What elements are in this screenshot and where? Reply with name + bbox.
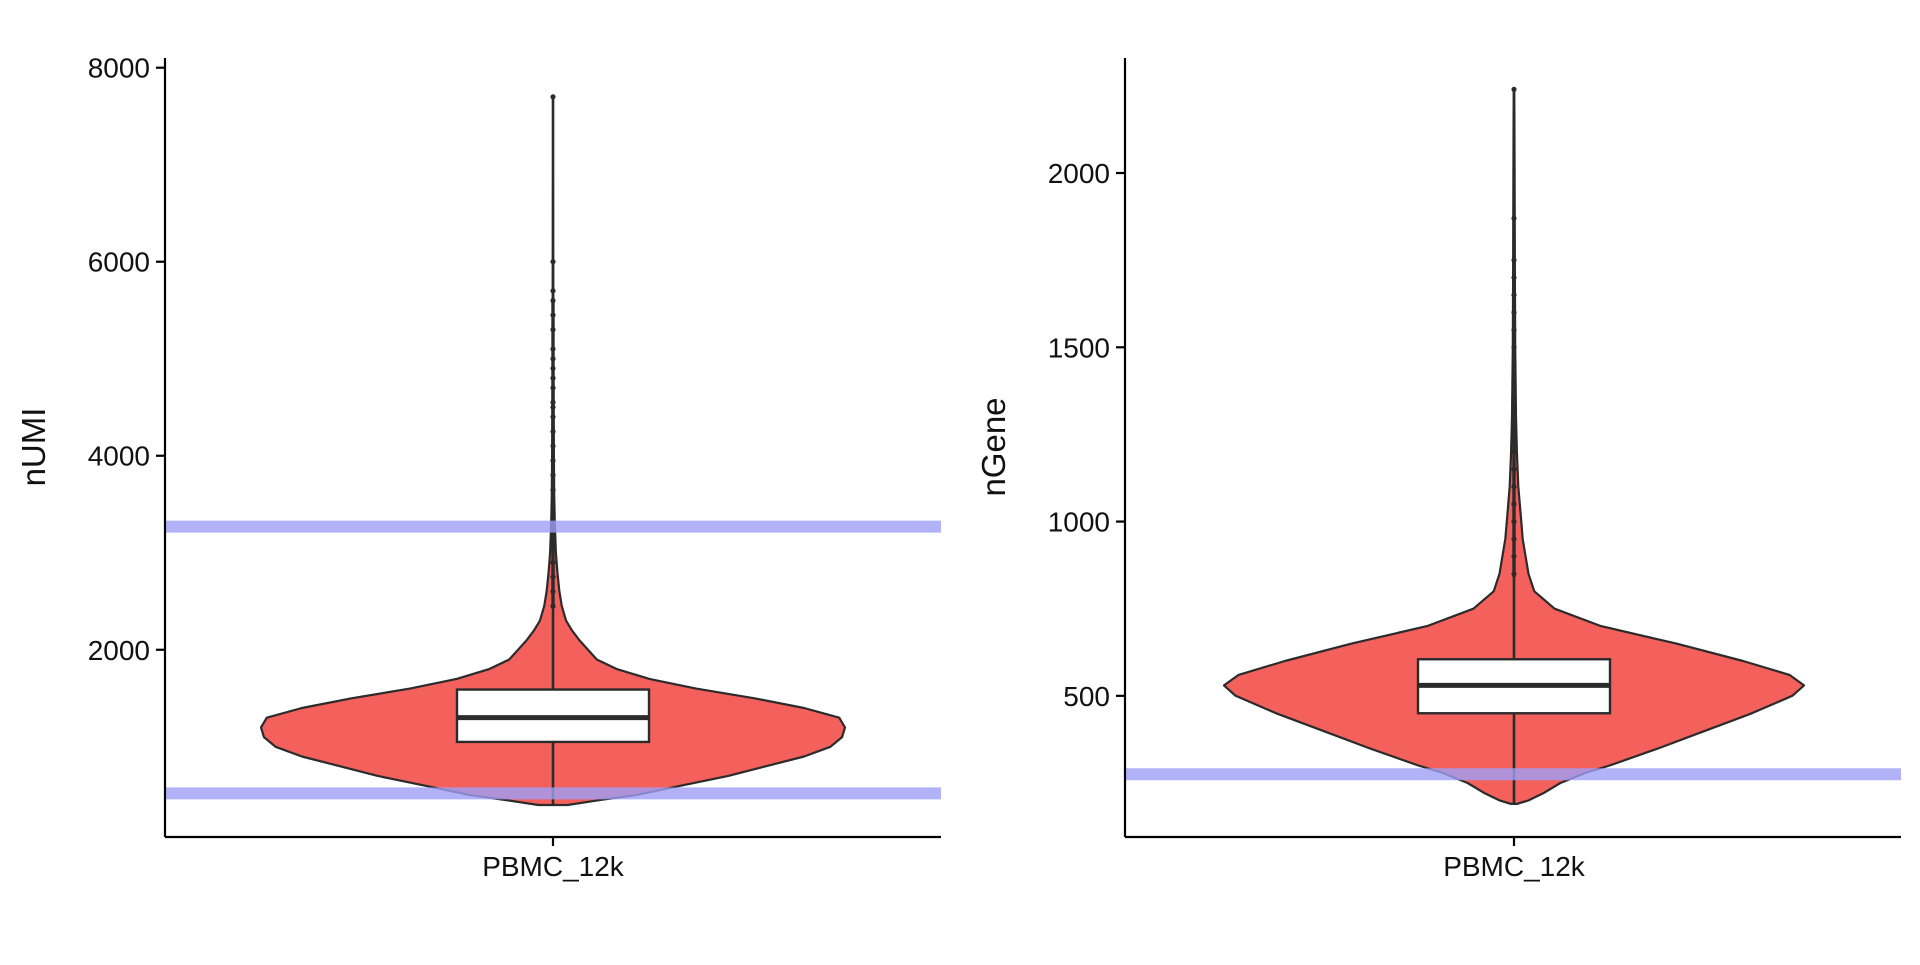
- x-tick-label: PBMC_12k: [482, 851, 625, 882]
- y-tick-label: 8000: [88, 53, 150, 84]
- x-tick-label: PBMC_12k: [1443, 851, 1586, 882]
- outlier-point: [550, 94, 556, 100]
- y-axis-title: nGene: [975, 397, 1012, 496]
- y-tick-label: 500: [1063, 681, 1110, 712]
- y-tick-label: 6000: [88, 247, 150, 278]
- outlier-point: [550, 259, 556, 265]
- outlier-point: [1511, 215, 1517, 221]
- y-tick-label: 1000: [1048, 507, 1110, 538]
- outlier-point: [1511, 86, 1517, 92]
- y-tick-label: 4000: [88, 441, 150, 472]
- outlier-point: [550, 288, 556, 294]
- outlier-point: [1511, 257, 1517, 263]
- y-tick-label: 1500: [1048, 332, 1110, 363]
- y-tick-label: 2000: [1048, 158, 1110, 189]
- panel-numi: 2000 4000 6000 8000 PBMC_12k nUMI: [15, 53, 941, 882]
- panel-ngene: 500 1000 1500 2000 PBMC_12k nGene: [975, 58, 1901, 882]
- y-tick-label: 2000: [88, 635, 150, 666]
- y-axis-title: nUMI: [15, 408, 52, 487]
